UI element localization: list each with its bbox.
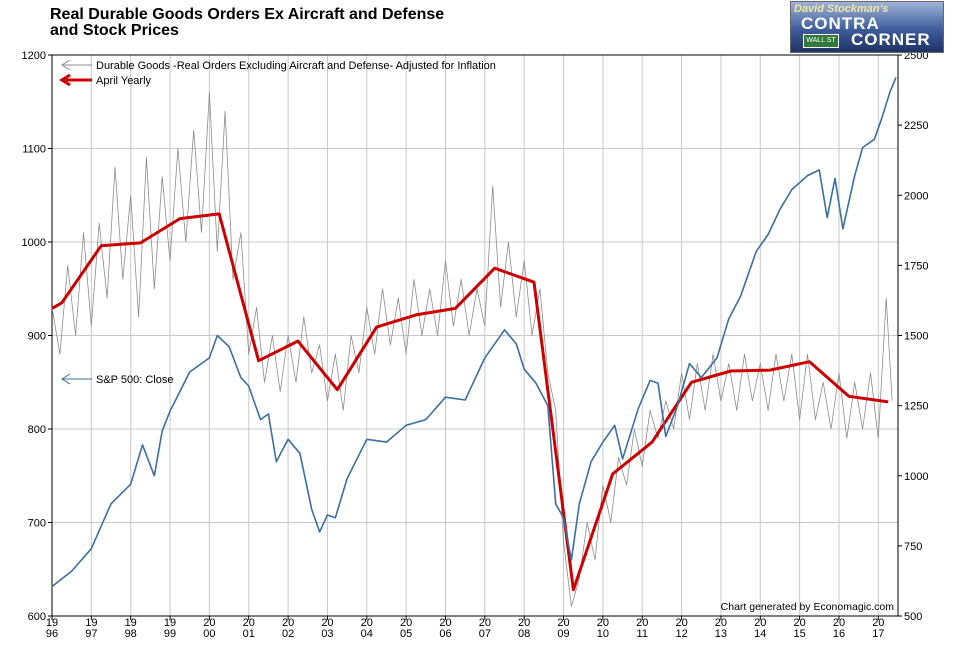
right-y-tick-label: 1000 <box>904 471 928 483</box>
x-tick-label-year: 11 <box>637 628 648 640</box>
x-tick-label-year: 96 <box>46 628 58 640</box>
legend-april-label: April Yearly <box>96 75 152 87</box>
right-y-tick-label: 2500 <box>904 50 928 62</box>
right-y-tick-label: 1750 <box>904 260 928 272</box>
left-y-tick-label: 800 <box>28 424 46 436</box>
x-tick-label-century: 20 <box>518 617 530 629</box>
x-tick-label-century: 20 <box>243 617 255 629</box>
right-y-tick-label: 2000 <box>904 190 928 202</box>
logo-line3: CORNER <box>851 30 931 49</box>
chart-credit: Chart generated by Economagic.com <box>721 601 895 613</box>
left-y-tick-label: 1200 <box>22 50 46 62</box>
x-tick-label-century: 20 <box>675 617 687 629</box>
x-tick-label-year: 10 <box>597 628 609 640</box>
x-tick-label-century: 20 <box>203 617 215 629</box>
left-y-tick-label: 700 <box>28 518 46 530</box>
right-y-tick-label: 500 <box>904 611 922 623</box>
left-y-tick-label: 600 <box>28 611 46 623</box>
x-tick-label-year: 14 <box>754 628 766 640</box>
x-tick-label-century: 20 <box>361 617 373 629</box>
legend-sp500-arrow <box>61 373 71 385</box>
grid-layer <box>52 55 898 616</box>
x-tick-label-century: 20 <box>597 617 609 629</box>
x-tick-label-year: 09 <box>557 628 569 640</box>
x-tick-label-year: 12 <box>675 628 687 640</box>
x-tick-label-century: 20 <box>321 617 333 629</box>
sp500-line <box>51 77 897 588</box>
chart-title-line1: Real Durable Goods Orders Ex Aircraft an… <box>50 6 445 23</box>
durable-goods-line <box>51 92 893 607</box>
x-tick-label-century: 20 <box>439 617 451 629</box>
x-tick-label-year: 03 <box>321 628 333 640</box>
legend-durable-arrow <box>61 59 71 71</box>
contra-corner-logo[interactable]: David Stockman's CONTRA WALL ST CORNER <box>790 1 944 53</box>
x-tick-label-year: 07 <box>479 628 491 640</box>
x-tick-label-year: 01 <box>243 628 255 640</box>
x-tick-label-year: 00 <box>203 628 215 640</box>
x-tick-label-century: 20 <box>282 617 294 629</box>
x-tick-label-year: 99 <box>164 628 176 640</box>
x-tick-label-year: 97 <box>85 628 97 640</box>
x-tick-label-century: 20 <box>479 617 491 629</box>
legend-durable-label: Durable Goods -Real Orders Excluding Air… <box>96 60 496 72</box>
x-tick-label-year: 98 <box>125 628 137 640</box>
chart-title-line2: and Stock Prices <box>50 22 179 39</box>
x-tick-label-century: 20 <box>872 617 884 629</box>
x-tick-label-year: 16 <box>833 628 845 640</box>
x-tick-label-century: 20 <box>715 617 727 629</box>
legend-sp500-label: S&P 500: Close <box>96 374 173 386</box>
x-tick-label-year: 13 <box>715 628 727 640</box>
x-tick-label-year: 02 <box>282 628 294 640</box>
wall-street-sign: WALL ST <box>803 34 839 48</box>
left-y-tick-label: 1000 <box>22 237 46 249</box>
left-y-tick-label: 900 <box>28 331 46 343</box>
logo-line2: CONTRA <box>801 14 880 33</box>
right-y-tick-label: 1500 <box>904 331 928 343</box>
right-y-tick-label: 2250 <box>904 120 928 132</box>
x-tick-label-century: 20 <box>557 617 569 629</box>
logo-line1: David Stockman's <box>794 3 889 15</box>
april-yearly-line <box>51 212 889 592</box>
axis-layer <box>48 54 902 620</box>
x-tick-label-century: 20 <box>636 617 648 629</box>
x-tick-label-century: 19 <box>125 617 137 629</box>
x-tick-label-century: 20 <box>794 617 806 629</box>
x-tick-label-year: 05 <box>400 628 412 640</box>
x-tick-label-century: 20 <box>833 617 845 629</box>
right-y-tick-label: 750 <box>904 541 922 553</box>
x-tick-label-year: 15 <box>794 628 806 640</box>
left-y-tick-label: 1100 <box>22 144 46 156</box>
x-tick-label-year: 17 <box>872 628 884 640</box>
x-tick-label-year: 06 <box>439 628 451 640</box>
right-y-tick-label: 1250 <box>904 401 928 413</box>
series-layer <box>51 77 897 607</box>
legend-april-arrow <box>59 73 71 87</box>
x-tick-label-year: 08 <box>518 628 530 640</box>
x-tick-label-century: 19 <box>164 617 176 629</box>
label-layer: 1996199719981999200020012002200320042005… <box>22 50 929 640</box>
x-tick-label-century: 19 <box>46 617 58 629</box>
x-tick-label-century: 19 <box>85 617 97 629</box>
legend-layer: Durable Goods -Real Orders Excluding Air… <box>59 59 496 386</box>
x-tick-label-century: 20 <box>754 617 766 629</box>
x-tick-label-year: 04 <box>361 628 373 640</box>
x-tick-label-century: 20 <box>400 617 412 629</box>
